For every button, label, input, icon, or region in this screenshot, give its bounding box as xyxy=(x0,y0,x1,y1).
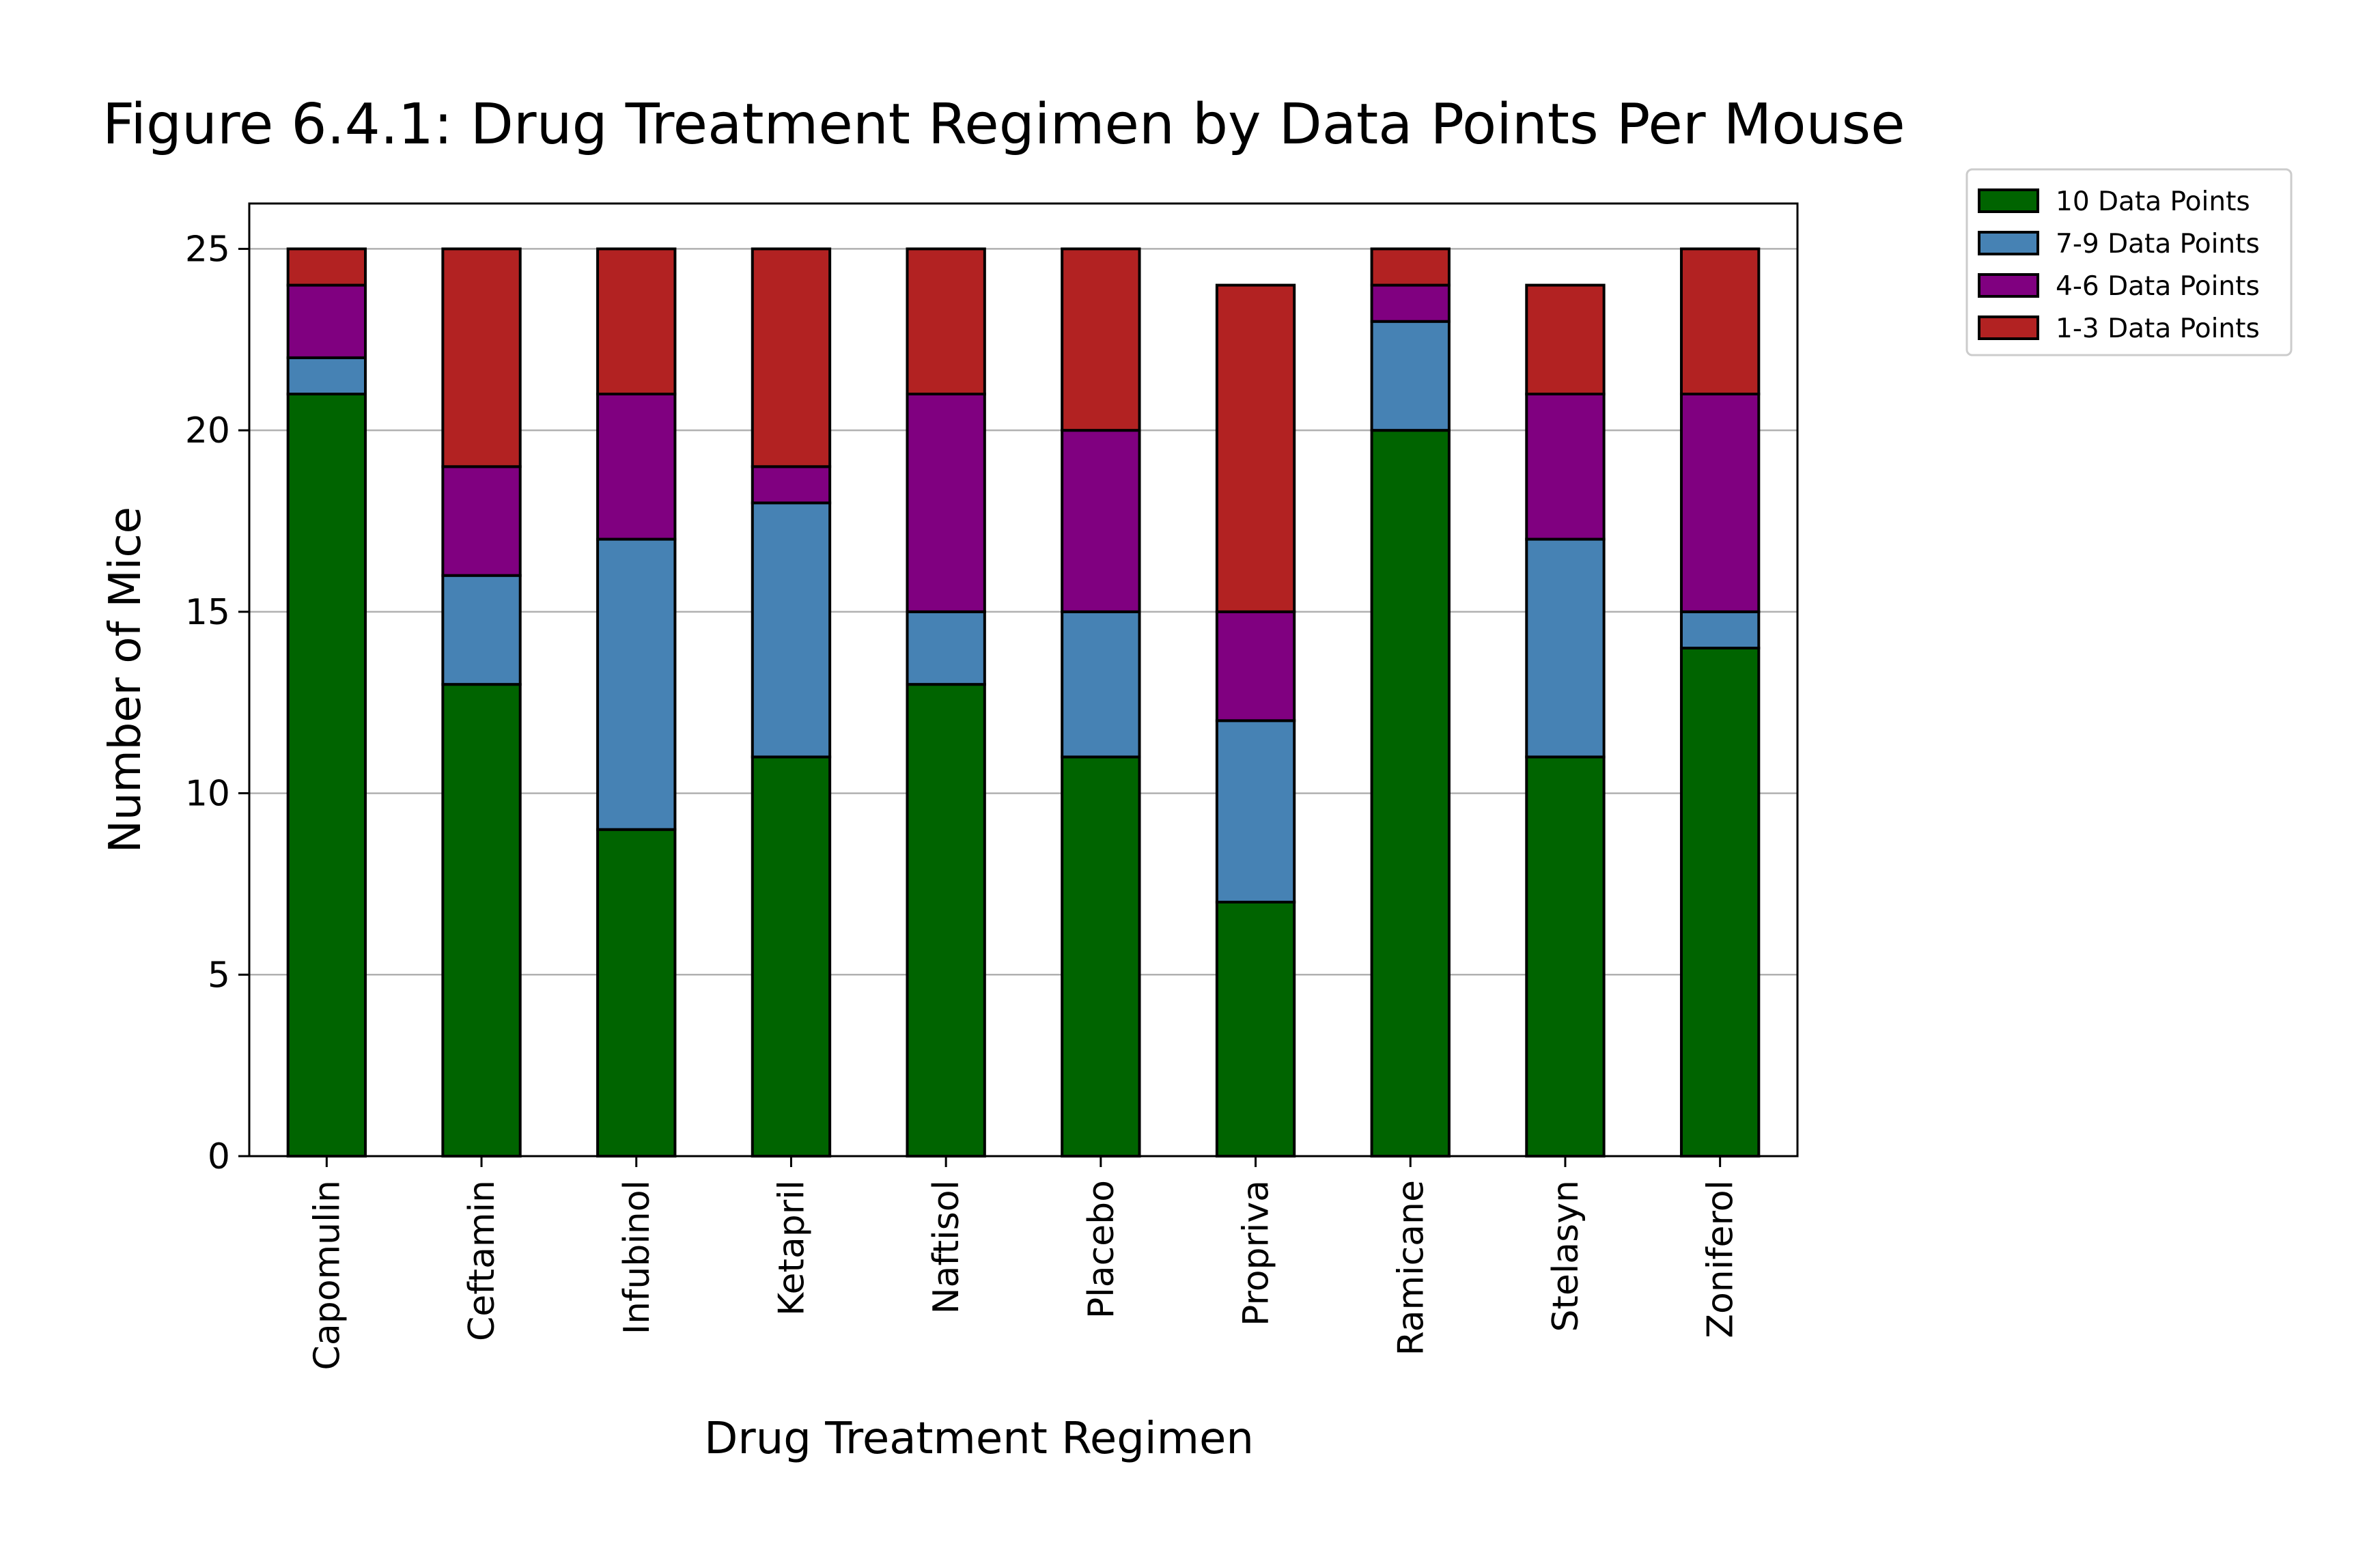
x-tick-label: Stelasyn xyxy=(1545,1180,1586,1332)
bar-infubinol-series-0 xyxy=(596,828,677,1158)
bar-ketapril-series-2 xyxy=(751,465,832,505)
x-tick-label: Naftisol xyxy=(926,1180,967,1314)
legend-label: 4-6 Data Points xyxy=(2056,271,2260,302)
plot-area-frame xyxy=(248,202,1799,1158)
bar-ceftamin-series-0 xyxy=(441,683,522,1158)
bar-capomulin-series-2 xyxy=(286,283,367,359)
x-axis-title: Drug Treatment Regimen xyxy=(704,1414,1254,1464)
y-axis-title: Number of Mice xyxy=(100,507,151,853)
bar-infubinol-series-1 xyxy=(596,537,677,831)
y-tick-label: 0 xyxy=(208,1136,230,1177)
bar-naftisol-series-1 xyxy=(906,610,986,686)
bar-naftisol-series-3 xyxy=(906,247,986,395)
bar-ramicane-series-0 xyxy=(1370,429,1451,1158)
bar-ramicane-series-1 xyxy=(1370,320,1451,432)
bar-ceftamin-series-1 xyxy=(441,574,522,686)
legend-frame xyxy=(1965,168,2293,356)
bar-stelasyn-series-0 xyxy=(1525,755,1606,1158)
bar-stelasyn-series-2 xyxy=(1525,393,1606,541)
bar-ceftamin-series-3 xyxy=(441,247,522,468)
bar-infubinol-series-3 xyxy=(596,247,677,395)
legend: 10 Data Points 7-9 Data Points 4-6 Data Po… xyxy=(1965,168,2293,356)
bar-ketapril-series-1 xyxy=(751,501,832,759)
legend-label: 7-9 Data Points xyxy=(2056,229,2260,260)
bar-naftisol-series-0 xyxy=(906,683,986,1158)
bar-ceftamin-series-2 xyxy=(441,465,522,577)
bar-ramicane-series-2 xyxy=(1370,283,1451,323)
bar-placebo-series-0 xyxy=(1061,755,1141,1158)
bar-zoniferol-series-2 xyxy=(1679,393,1761,613)
bar-placebo-series-1 xyxy=(1061,610,1141,759)
bar-capomulin-series-1 xyxy=(286,356,367,395)
bar-zoniferol-series-1 xyxy=(1679,610,1761,649)
legend-swatch xyxy=(1978,231,2039,255)
y-tick-label: 20 xyxy=(185,410,230,451)
y-tick-label: 25 xyxy=(185,229,230,270)
bar-zoniferol-series-0 xyxy=(1679,647,1761,1158)
x-tick-label: Ceftamin xyxy=(462,1180,503,1341)
x-tick-label: Capomulin xyxy=(307,1180,348,1370)
x-tick-label: Zoniferol xyxy=(1700,1180,1741,1338)
x-tick-label: Infubinol xyxy=(617,1180,658,1334)
bar-stelasyn-series-3 xyxy=(1525,283,1606,396)
bar-ketapril-series-0 xyxy=(751,755,832,1158)
x-tick-label: Propriva xyxy=(1236,1180,1277,1326)
legend-label: 10 Data Points xyxy=(2056,186,2250,217)
legend-swatch xyxy=(1978,273,2039,298)
x-tick-label: Ketapril xyxy=(771,1180,812,1316)
bar-capomulin-series-0 xyxy=(286,393,367,1158)
bar-placebo-series-2 xyxy=(1061,429,1141,613)
bar-propriva-series-0 xyxy=(1215,901,1296,1158)
bar-stelasyn-series-1 xyxy=(1525,537,1606,759)
legend-label: 1-3 Data Points xyxy=(2056,313,2260,344)
bars xyxy=(286,247,1761,1158)
bar-ketapril-series-3 xyxy=(751,247,832,468)
legend-swatch xyxy=(1978,315,2039,340)
chart-title: Figure 6.4.1: Drug Treatment Regimen by … xyxy=(102,92,1905,157)
y-tick-label: 15 xyxy=(185,592,230,633)
x-tick-label: Placebo xyxy=(1081,1180,1122,1319)
bar-capomulin-series-3 xyxy=(286,247,367,287)
x-tick-label: Ramicane xyxy=(1390,1180,1431,1356)
x-axis: Capomulin Ceftamin Infubinol Ketapril Naftis… xyxy=(307,1156,1741,1370)
y-axis: 0 5 10 15 20 25 xyxy=(185,229,249,1177)
legend-swatch xyxy=(1978,188,2039,213)
bar-propriva-series-2 xyxy=(1215,610,1296,723)
bar-zoniferol-series-3 xyxy=(1679,247,1761,395)
bar-placebo-series-3 xyxy=(1061,247,1141,432)
bar-ramicane-series-3 xyxy=(1370,247,1451,287)
bar-propriva-series-3 xyxy=(1215,283,1296,613)
bar-propriva-series-1 xyxy=(1215,719,1296,904)
y-tick-label: 10 xyxy=(185,774,230,815)
bar-naftisol-series-2 xyxy=(906,393,986,613)
y-tick-label: 5 xyxy=(208,955,230,996)
bar-infubinol-series-2 xyxy=(596,393,677,541)
